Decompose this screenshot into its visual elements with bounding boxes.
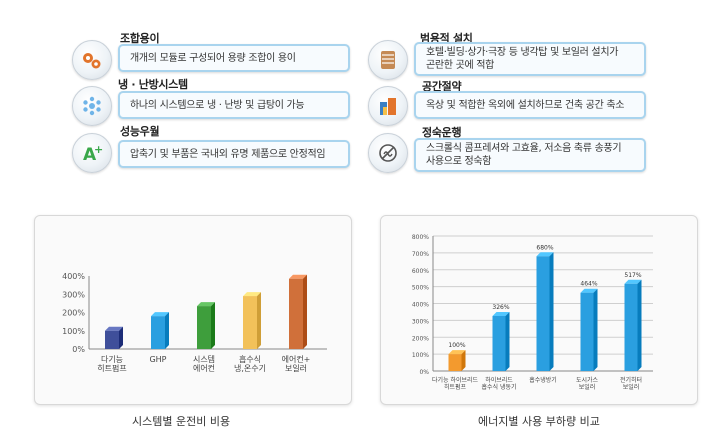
feature-description: 옥상 및 적합한 옥외에 설치하므로 건축 공간 축소 [414,91,646,119]
quiet-icon [368,133,408,173]
y-tick-label: 200% [412,335,429,342]
y-tick-label: 600% [412,268,429,275]
y-tick-label: 100% [412,352,429,359]
building-icon [368,86,408,126]
bar [243,292,261,349]
value-label: 464% [580,281,597,288]
x-tick-label: 하이브리드 흡수식 냉동기 [481,376,516,391]
x-tick-label: 도시가스 보일러 [576,376,599,391]
tube-coil-icon [368,40,408,80]
energy-load-chart-panel: 0% 100% 200% 300% 400% 500% 600% 700% 800% 100% 다기… [380,215,698,405]
svg-text:A: A [83,145,97,165]
value-label: 517% [624,272,641,279]
feature-title: 공간절약 [422,80,462,93]
value-label: 326% [492,304,509,311]
x-tick-label: 흡수냉방기 [529,376,557,384]
bar [197,302,215,349]
feature-title: 정숙운행 [422,126,462,139]
bar [624,279,642,371]
energy-load-caption: 에너지별 사용 부하량 비교 [478,415,600,428]
x-tick-label: 다기능 히트펌프 [97,355,126,373]
feature-title: 조합용이 [120,32,160,45]
y-tick-label: 0% [419,369,429,376]
y-tick-label: 200% [62,309,85,318]
feature-description: 호텔·빌딩·상가·극장 등 냉각탑 및 보일러 설치가 곤란한 곳에 적합 [414,42,646,76]
bar [289,274,307,349]
feature-title: 범용적 설치 [420,32,473,45]
y-tick-label: 0% [72,345,85,354]
x-tick-label: GHP [149,355,166,364]
x-tick-label: 다기능 하이브리드 히트펌프 [432,376,479,391]
snowflake-icon [72,86,112,126]
y-tick-label: 700% [412,251,429,258]
value-label: 100% [448,342,465,349]
a-plus-icon: A + [72,133,112,173]
energy-load-chart: 0% 100% 200% 300% 400% 500% 600% 700% 800% 100% 다기… [412,234,653,391]
feature-title: 성능우월 [120,125,160,138]
y-tick-label: 300% [412,318,429,325]
y-tick-label: 400% [412,302,429,309]
svg-text:+: + [94,143,103,156]
y-tick-label: 100% [62,327,85,336]
feature-description: 스크롤식 콤프레셔와 고효율, 저소음 축류 송풍기 사용으로 정숙함 [414,138,646,172]
y-tick-label: 800% [412,234,429,241]
x-tick-label: 에어컨+ 보일러 [282,354,311,373]
y-tick-label: 400% [62,272,85,281]
operating-cost-caption: 시스템별 운전비 비용 [132,415,231,428]
x-tick-label: 전기히터 보일러 [620,376,642,391]
feature-title: 냉 · 난방시스템 [118,78,188,91]
bar [151,312,169,349]
operating-cost-chart: 0% 100% 200% 300% 400% 다기능 히트펌프 GHP 시스템 에어컨 흡수식 냉,온… [62,272,327,373]
value-label: 680% [536,244,553,251]
bar [105,326,123,349]
operating-cost-chart-panel: 0% 100% 200% 300% 400% 다기능 히트펌프 GHP 시스템 에어컨 흡수식 냉,온… [34,215,352,405]
x-tick-label: 시스템 에어컨 [193,354,215,373]
gears-icon [72,40,112,80]
y-tick-label: 500% [412,285,429,292]
bar [448,350,466,371]
y-tick-label: 300% [62,290,85,299]
bar [536,252,554,371]
bar [492,311,510,371]
feature-description: 하나의 시스템으로 냉 · 난방 및 급탕이 가능 [118,91,350,119]
feature-description: 개개의 모듈로 구성되어 용량 조합이 용이 [118,44,350,72]
bar [580,288,598,371]
x-tick-label: 흡수식 냉,온수기 [234,354,266,373]
feature-description: 압축기 및 부품은 국내외 유명 제품으로 안정적임 [118,140,350,168]
